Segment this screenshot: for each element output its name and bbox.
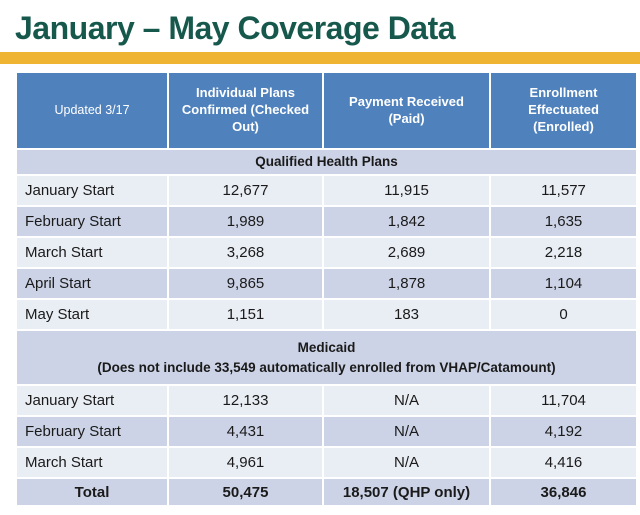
cell-value: 4,192	[491, 417, 636, 446]
cell-value: 4,961	[169, 448, 322, 477]
cell-value: 183	[324, 300, 489, 329]
row-label: January Start	[17, 176, 167, 205]
total-label: Total	[17, 479, 167, 505]
row-label: March Start	[17, 448, 167, 477]
cell-value: 1,635	[491, 207, 636, 236]
row-label: February Start	[17, 417, 167, 446]
cell-value: 1,842	[324, 207, 489, 236]
cell-value: 4,431	[169, 417, 322, 446]
cell-value: N/A	[324, 386, 489, 415]
row-label: March Start	[17, 238, 167, 267]
coverage-data-table: Updated 3/17 Individual Plans Confirmed …	[17, 73, 636, 505]
cell-value: 11,704	[491, 386, 636, 415]
title-accent-bar	[0, 52, 640, 64]
section-header-qhp: Qualified Health Plans	[17, 150, 636, 174]
total-value: 36,846	[491, 479, 636, 505]
cell-value: 1,151	[169, 300, 322, 329]
table-header-payment: Payment Received (Paid)	[324, 73, 489, 148]
cell-value: 2,689	[324, 238, 489, 267]
page-title: January – May Coverage Data	[15, 9, 456, 46]
cell-value: 3,268	[169, 238, 322, 267]
cell-value: 1,989	[169, 207, 322, 236]
cell-value: 1,104	[491, 269, 636, 298]
medicaid-section-title: Medicaid	[297, 339, 356, 355]
table-header-confirmed: Individual Plans Confirmed (Checked Out)	[169, 73, 322, 148]
total-value: 50,475	[169, 479, 322, 505]
row-label: May Start	[17, 300, 167, 329]
section-header-medicaid: Medicaid (Does not include 33,549 automa…	[17, 331, 636, 384]
total-value: 18,507 (QHP only)	[324, 479, 489, 505]
cell-value: 4,416	[491, 448, 636, 477]
table-header-enrollment: Enrollment Effectuated (Enrolled)	[491, 73, 636, 148]
cell-value: N/A	[324, 417, 489, 446]
cell-value: 2,218	[491, 238, 636, 267]
cell-value: 12,133	[169, 386, 322, 415]
cell-value: 0	[491, 300, 636, 329]
cell-value: 9,865	[169, 269, 322, 298]
cell-value: 1,878	[324, 269, 489, 298]
medicaid-section-note: (Does not include 33,549 automatically e…	[97, 359, 556, 375]
cell-value: N/A	[324, 448, 489, 477]
row-label: January Start	[17, 386, 167, 415]
table-header-updated: Updated 3/17	[17, 73, 167, 148]
row-label: April Start	[17, 269, 167, 298]
row-label: February Start	[17, 207, 167, 236]
cell-value: 12,677	[169, 176, 322, 205]
cell-value: 11,577	[491, 176, 636, 205]
cell-value: 11,915	[324, 176, 489, 205]
